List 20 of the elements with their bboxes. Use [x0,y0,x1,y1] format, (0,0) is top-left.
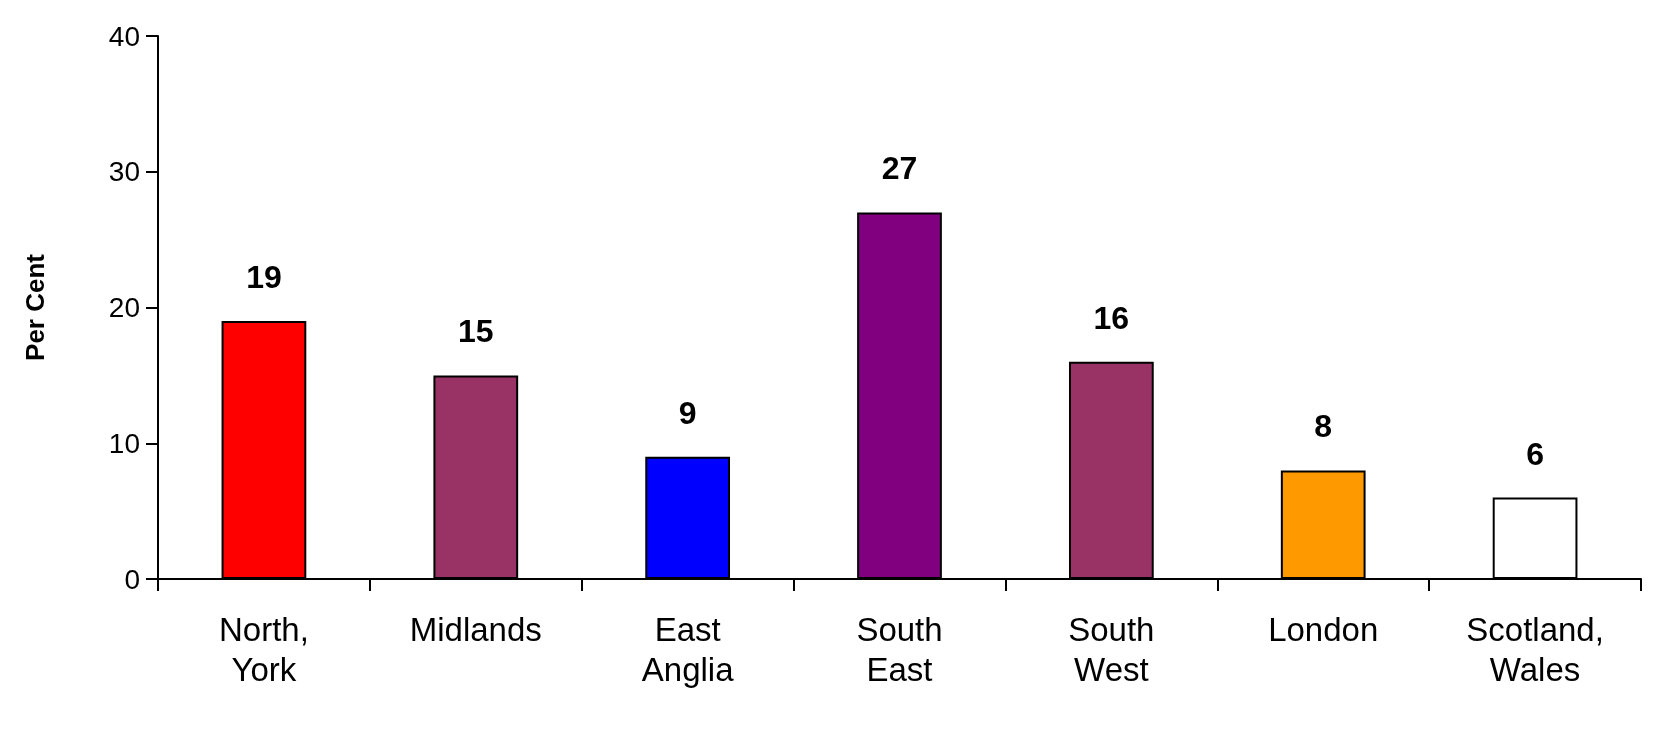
x-tick-label: East Anglia [641,610,735,688]
data-label: 9 [678,394,697,431]
data-label: 6 [1526,435,1544,472]
data-label: 15 [457,313,494,350]
y-axis-title: Per Cent [20,253,50,361]
x-tick-label: Scotland, Wales [1466,610,1604,688]
x-tick-label: South West [1068,610,1155,688]
x-tick-label: North, York [218,610,309,688]
x-tick-label: London [1268,610,1379,648]
x-tick-label: South East [856,610,943,688]
y-tick-label: 40 [108,20,140,52]
x-tick-label: Midlands [409,610,542,648]
y-tick-label: 30 [108,156,140,188]
y-tick-label: 0 [124,563,140,595]
y-tick-label: 20 [108,292,140,323]
data-label: 8 [1314,408,1333,445]
data-label: 19 [246,259,282,296]
data-label: 27 [881,150,918,187]
y-tick-label: 10 [108,427,140,459]
data-label: 16 [1093,299,1130,336]
